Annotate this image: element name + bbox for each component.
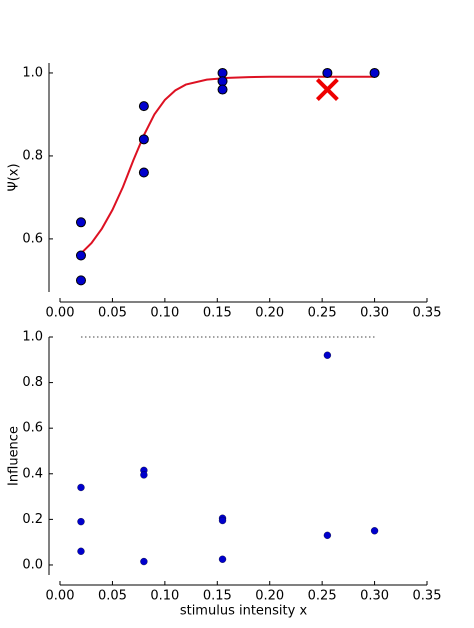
point <box>77 518 85 526</box>
y-tick-label: 0.6 <box>22 231 43 246</box>
y-tick-label: 0.6 <box>22 421 43 436</box>
x-tick-label: 0.10 <box>150 589 179 604</box>
x-tick-label: 0.05 <box>98 306 127 321</box>
point <box>217 84 228 95</box>
point <box>370 527 379 535</box>
point <box>77 483 85 492</box>
point <box>77 547 85 555</box>
point <box>323 351 332 359</box>
x-axis-label: stimulus intensity x <box>180 604 308 619</box>
point <box>75 217 86 228</box>
y-tick-label: 1.0 <box>22 330 43 345</box>
x-tick-label: 0.25 <box>308 306 337 321</box>
x-tick-label: 0.15 <box>203 306 232 321</box>
point <box>217 67 228 78</box>
point <box>322 67 333 78</box>
x-tick-label: 0.30 <box>360 306 389 321</box>
x-tick-label: 0.20 <box>255 306 284 321</box>
x-tick-label: 0.35 <box>413 589 442 604</box>
point <box>140 471 148 479</box>
point <box>138 167 149 178</box>
x-tick-label: 0.00 <box>46 589 75 604</box>
point <box>323 531 332 539</box>
y-tick-label: 0.2 <box>22 512 43 527</box>
point <box>218 516 227 525</box>
x-tick-label: 0.00 <box>46 306 75 321</box>
point <box>217 76 228 87</box>
y-axis-label: Influence <box>7 426 22 486</box>
x-tick-label: 0.20 <box>255 589 284 604</box>
point <box>218 555 227 563</box>
x-tick-label: 0.35 <box>413 306 442 321</box>
point <box>75 250 86 261</box>
fit-curve <box>80 75 375 255</box>
x-tick-label: 0.05 <box>98 589 127 604</box>
point <box>140 557 148 566</box>
point <box>138 101 149 112</box>
y-tick-label: 0.0 <box>22 557 43 572</box>
y-tick-label: 0.8 <box>22 375 43 390</box>
point <box>138 134 149 145</box>
cross-marker <box>315 78 339 101</box>
x-tick-label: 0.10 <box>150 306 179 321</box>
y-axis-label: Ψ(x) <box>7 163 22 191</box>
x-tick-label: 0.25 <box>308 589 337 604</box>
y-tick-label: 0.8 <box>22 148 43 163</box>
y-tick-label: 0.4 <box>22 466 43 481</box>
point <box>369 67 380 78</box>
x-tick-label: 0.30 <box>360 589 389 604</box>
point <box>75 275 86 286</box>
x-tick-label: 0.15 <box>203 589 232 604</box>
y-tick-label: 1.0 <box>22 65 43 80</box>
